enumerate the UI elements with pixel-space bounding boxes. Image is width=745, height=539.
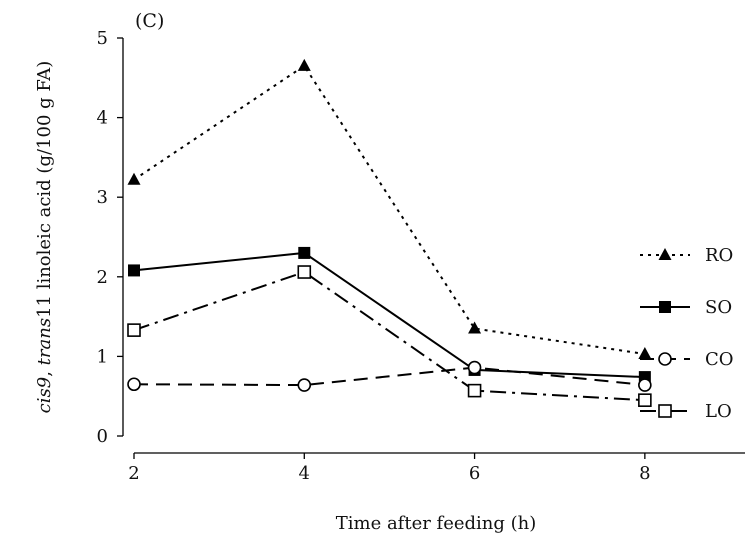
legend-item-lo: LO bbox=[640, 401, 732, 422]
series-line-lo bbox=[133, 270, 645, 402]
series-ro bbox=[127, 58, 652, 360]
series-layer bbox=[127, 58, 652, 407]
legend-marker-co bbox=[658, 352, 672, 366]
data-point-ro bbox=[297, 58, 311, 71]
series-line-so bbox=[133, 251, 645, 379]
data-point-lo bbox=[638, 393, 652, 407]
series-so bbox=[128, 246, 651, 384]
x-tick-label: 6 bbox=[469, 463, 480, 484]
series-lo bbox=[127, 265, 652, 407]
y-axis-title-sep: , bbox=[34, 365, 55, 376]
data-point-lo bbox=[297, 265, 312, 279]
data-point-lo bbox=[127, 323, 141, 337]
series-line-co bbox=[133, 366, 645, 387]
legend-marker-ro bbox=[658, 248, 672, 260]
data-point-co bbox=[638, 378, 652, 392]
legend-label-ro: RO bbox=[705, 245, 733, 266]
legend-label-co: CO bbox=[705, 349, 734, 370]
data-point-ro bbox=[638, 347, 652, 360]
x-tick-label: 4 bbox=[299, 463, 310, 484]
x-tick-label: 8 bbox=[639, 463, 650, 484]
y-tick-label: 1 bbox=[97, 346, 108, 367]
y-tick-label: 5 bbox=[97, 28, 108, 49]
y-tick-label: 0 bbox=[97, 426, 108, 447]
x-tick-label: 2 bbox=[128, 463, 139, 484]
legend: RO SO CO LO bbox=[640, 245, 734, 422]
y-axis-title-cis: cis9 bbox=[34, 377, 55, 414]
legend-item-ro: RO bbox=[640, 245, 733, 266]
x-axis-title: Time after feeding (h) bbox=[336, 513, 537, 534]
y-axis-title-rest: 11 linoleic acid (g/100 g FA) bbox=[34, 61, 55, 318]
y-tick-label: 3 bbox=[97, 187, 108, 208]
y-tick-label: 2 bbox=[97, 267, 108, 288]
panel-label: (C) bbox=[135, 10, 164, 32]
data-point-ro bbox=[127, 172, 141, 185]
data-point-ro bbox=[468, 321, 482, 334]
legend-marker-so bbox=[659, 301, 671, 313]
y-tick-label: 4 bbox=[97, 108, 108, 129]
legend-marker-lo bbox=[658, 404, 672, 418]
y-axis-title-trans: trans bbox=[34, 318, 55, 365]
legend-label-so: SO bbox=[705, 297, 732, 318]
series-line-ro bbox=[133, 64, 646, 356]
data-point-so bbox=[128, 264, 140, 277]
legend-label-lo: LO bbox=[705, 401, 732, 422]
data-point-lo bbox=[467, 383, 482, 398]
legend-item-co: CO bbox=[640, 349, 734, 370]
data-point-co bbox=[467, 360, 482, 375]
y-axis-title: cis9, trans11 linoleic acid (g/100 g FA) bbox=[34, 61, 55, 414]
data-point-co bbox=[297, 378, 312, 392]
data-point-co bbox=[127, 377, 141, 392]
series-co bbox=[127, 360, 652, 392]
y-axis-ticks: 0 1 2 3 4 5 bbox=[97, 28, 123, 447]
x-axis-ticks: 2 4 6 8 bbox=[128, 453, 651, 484]
legend-item-so: SO bbox=[640, 297, 732, 318]
data-point-so bbox=[298, 246, 311, 259]
